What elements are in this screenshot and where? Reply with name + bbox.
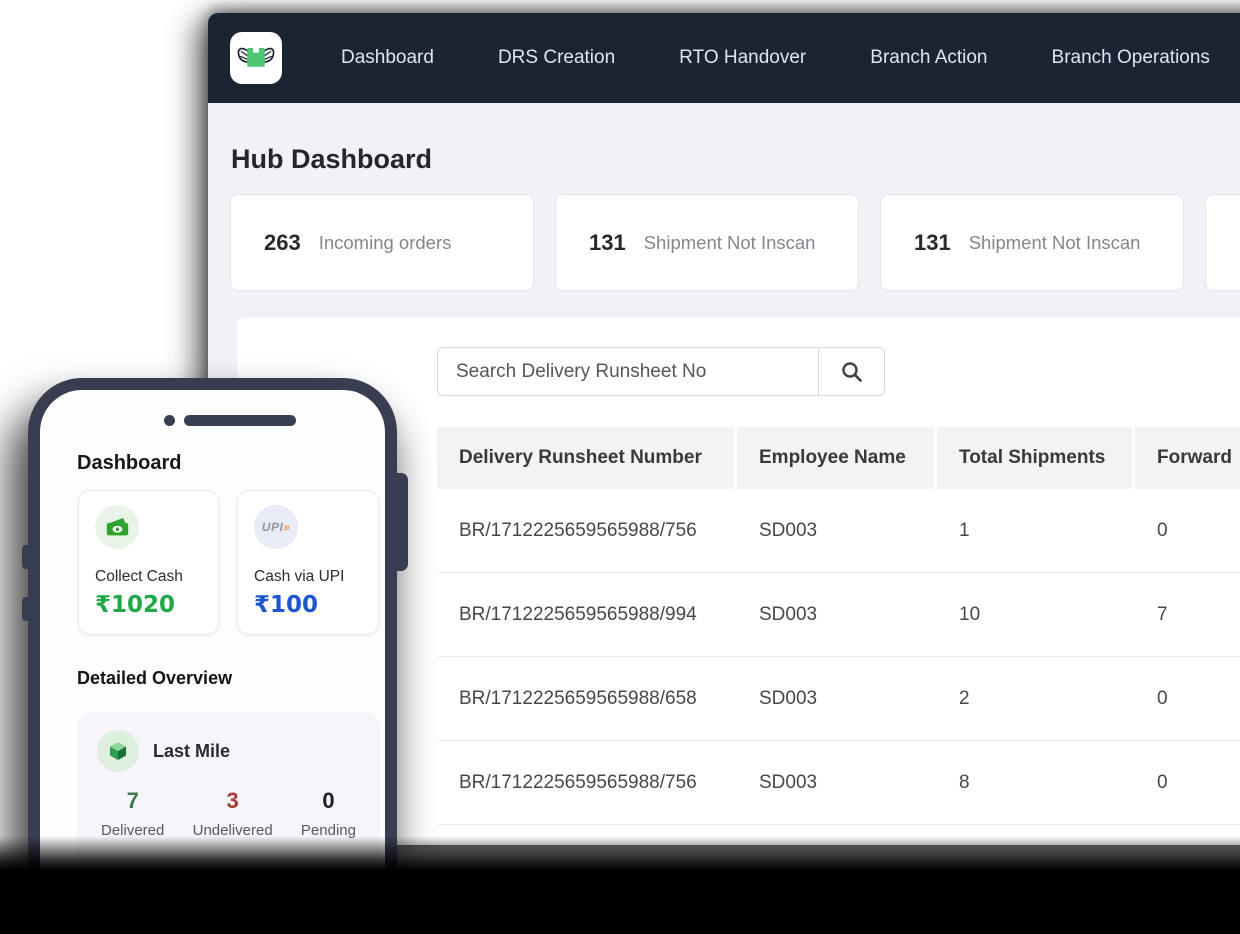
stat-value: 131	[589, 229, 626, 255]
cell-total-shipments: 10	[959, 603, 981, 625]
table-row[interactable]: BR/1712225659565988/658 SD003 2 0	[437, 657, 1240, 741]
cell-runsheet-number: BR/1712225659565988/658	[459, 687, 697, 709]
page-title: Hub Dashboard	[231, 144, 433, 174]
cash-icon	[106, 517, 128, 535]
collect-cash-label: Collect Cash	[95, 568, 183, 585]
cell-employee-name: SD003	[759, 519, 818, 541]
cell-runsheet-number: BR/1712225659565988/756	[459, 771, 697, 793]
runsheet-table: Delivery Runsheet Number Employee Name T…	[437, 427, 1240, 825]
table-row[interactable]: BR/1712225659565988/756 SD003 8 0	[437, 741, 1240, 825]
undelivered-label: Undelivered	[192, 822, 273, 839]
cube-badge	[97, 730, 139, 772]
desktop-app-window: Dashboard DRS Creation RTO Handover Bran…	[208, 13, 1240, 845]
search-control	[437, 347, 885, 396]
nav-item-drs-creation[interactable]: DRS Creation	[497, 47, 616, 68]
stat-card-shipment-not-inscan-1: 131 Shipment Not Inscan	[555, 194, 859, 291]
phone-page-title: Dashboard	[77, 452, 182, 474]
stat-value: 131	[914, 229, 951, 255]
column-header-delivery-runsheet-number: Delivery Runsheet Number	[437, 427, 737, 489]
table-row[interactable]: BR/1712225659565988/994 SD003 10 7	[437, 573, 1240, 657]
phone-speaker-bar	[184, 415, 296, 426]
winged-parcel-icon	[237, 47, 275, 67]
column-header-forward: Forward	[1135, 427, 1240, 489]
cash-via-upi-value: ₹100	[254, 592, 319, 618]
undelivered-value: 3	[226, 788, 239, 813]
collect-cash-value: ₹1020	[95, 592, 176, 618]
cash-badge	[95, 505, 139, 549]
pending-label: Pending	[300, 822, 356, 839]
phone-volume-down-button	[22, 597, 30, 621]
cell-forward: 0	[1157, 771, 1168, 793]
stat-card-shipment-not-inscan-2: 131 Shipment Not Inscan	[880, 194, 1184, 291]
collect-cash-card: Collect Cash ₹1020	[78, 490, 219, 635]
nav-item-dashboard[interactable]: Dashboard	[341, 47, 434, 68]
phone-mockup: Dashboard Collect Cash ₹1020 UPI»	[22, 378, 408, 934]
runsheet-panel: Delivery Runsheet Number Employee Name T…	[237, 318, 1240, 845]
stat-card-incoming-orders: 263 Incoming orders	[230, 194, 534, 291]
stat-card-clipped	[1205, 194, 1240, 291]
cash-via-upi-card: UPI» Cash via UPI ₹100	[237, 490, 379, 635]
cell-forward: 0	[1157, 519, 1168, 541]
phone-camera-dot	[164, 415, 175, 426]
cell-runsheet-number: BR/1712225659565988/756	[459, 519, 697, 541]
search-input[interactable]	[438, 348, 818, 395]
cell-total-shipments: 2	[959, 687, 970, 709]
cell-forward: 7	[1157, 603, 1168, 625]
stat-cards-row: 263 Incoming orders 131 Shipment Not Ins…	[230, 194, 1240, 291]
last-mile-header: Last Mile	[97, 730, 360, 772]
app-logo[interactable]	[230, 32, 282, 84]
cube-icon	[110, 742, 126, 760]
delivered-value: 7	[126, 788, 139, 813]
top-navbar: Dashboard DRS Creation RTO Handover Bran…	[208, 13, 1240, 103]
cell-forward: 0	[1157, 687, 1168, 709]
search-button[interactable]	[818, 348, 884, 395]
nav-item-branch-operations[interactable]: Branch Operations	[1051, 47, 1210, 68]
stat-undelivered: 3 Undelivered	[193, 788, 273, 839]
detailed-overview-title: Detailed Overview	[77, 668, 233, 688]
table-row[interactable]: BR/1712225659565988/756 SD003 1 0	[437, 489, 1240, 573]
stat-pending: 0 Pending	[301, 788, 356, 839]
phone-volume-up-button	[22, 545, 30, 569]
delivered-label: Delivered	[101, 822, 165, 839]
nav-menu: Dashboard DRS Creation RTO Handover Bran…	[341, 47, 1210, 69]
table-header: Delivery Runsheet Number Employee Name T…	[437, 427, 1240, 489]
bottom-shadow	[0, 836, 1240, 934]
cell-employee-name: SD003	[759, 603, 818, 625]
upi-icon: UPI»	[260, 520, 292, 534]
cell-total-shipments: 8	[959, 771, 970, 793]
stat-value: 263	[264, 229, 301, 255]
last-mile-stats: 7 Delivered 3 Undelivered 0 Pending	[97, 788, 360, 839]
phone-power-button	[394, 473, 408, 571]
cell-employee-name: SD003	[759, 771, 818, 793]
cell-runsheet-number: BR/1712225659565988/994	[459, 603, 697, 625]
cell-total-shipments: 1	[959, 519, 970, 541]
upi-badge: UPI»	[254, 505, 298, 549]
stat-label: Incoming orders	[318, 231, 452, 253]
last-mile-title: Last Mile	[153, 740, 231, 761]
cash-via-upi-label: Cash via UPI	[254, 568, 345, 585]
stat-label: Shipment Not Inscan	[643, 231, 816, 253]
column-header-employee-name: Employee Name	[737, 427, 937, 489]
search-icon	[841, 361, 862, 382]
nav-item-branch-action[interactable]: Branch Action	[870, 47, 988, 68]
stat-delivered: 7 Delivered	[101, 788, 164, 839]
stat-label: Shipment Not Inscan	[968, 231, 1141, 253]
column-header-total-shipments: Total Shipments	[937, 427, 1135, 489]
cell-employee-name: SD003	[759, 687, 818, 709]
pending-value: 0	[322, 788, 335, 813]
nav-item-rto-handover[interactable]: RTO Handover	[679, 47, 807, 68]
